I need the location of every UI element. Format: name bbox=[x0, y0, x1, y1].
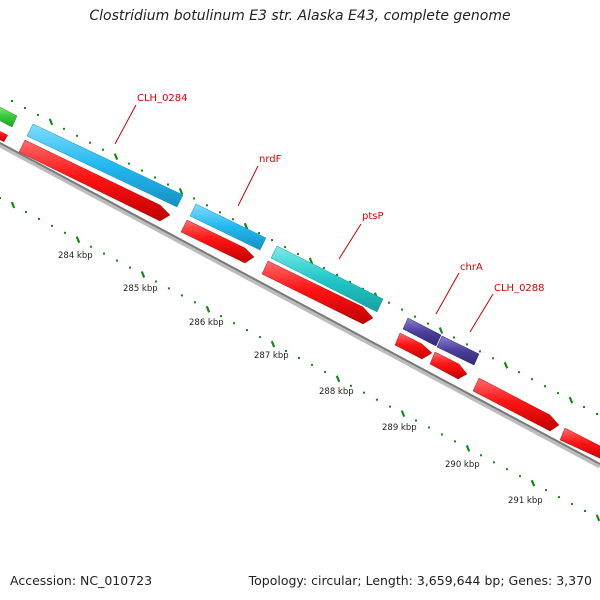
scale-label: 285 kbp bbox=[123, 284, 158, 294]
cds-arrow[interactable] bbox=[261, 260, 374, 325]
gene-labels: CLH_0284 nrdF ptsP chrA CLH_0288 bbox=[137, 93, 545, 294]
major-tick bbox=[243, 222, 249, 230]
cds-arrow[interactable] bbox=[18, 139, 171, 222]
major-tick bbox=[465, 444, 471, 452]
scale-label: 284 kbp bbox=[58, 251, 93, 261]
major-tick bbox=[335, 375, 341, 383]
gene-label-nrdF[interactable]: nrdF bbox=[259, 154, 282, 165]
cds-arrow[interactable] bbox=[472, 377, 560, 432]
major-tick bbox=[10, 201, 16, 209]
major-tick bbox=[75, 236, 81, 244]
scale-label: 289 kbp bbox=[382, 423, 417, 433]
major-tick bbox=[595, 514, 600, 522]
accession-text: Accession: NC_010723 bbox=[10, 573, 153, 588]
gene-label-leaders bbox=[114, 104, 494, 333]
scale-label: 291 kbp bbox=[508, 496, 543, 506]
outer-tick-track bbox=[11, 100, 598, 415]
scale-label: 290 kbp bbox=[445, 460, 480, 470]
feature-nrdF[interactable] bbox=[189, 203, 267, 251]
scale-tick-track bbox=[0, 197, 600, 522]
major-tick bbox=[308, 257, 314, 265]
feature-chrA[interactable] bbox=[402, 317, 480, 366]
major-tick bbox=[178, 187, 184, 195]
major-tick bbox=[205, 305, 211, 313]
gene-label-CLH_0288[interactable]: CLH_0288 bbox=[494, 283, 545, 294]
cds-arrow[interactable] bbox=[394, 332, 433, 360]
cds-arrows bbox=[0, 128, 600, 461]
cds-arrow[interactable] bbox=[180, 219, 255, 264]
genome-summary-text: Topology: circular; Length: 3,659,644 bp… bbox=[248, 573, 592, 588]
major-tick bbox=[568, 396, 574, 404]
scale-label: 286 kbp bbox=[189, 318, 224, 328]
map-title: Clostridium botulinum E3 str. Alaska E43… bbox=[89, 8, 511, 24]
major-tick bbox=[438, 327, 444, 334]
feature-CLH_0284[interactable] bbox=[26, 123, 184, 208]
major-tick bbox=[140, 271, 146, 278]
scale-label: 287 kbp bbox=[254, 351, 289, 361]
cds-arrow[interactable] bbox=[559, 427, 600, 461]
cds-arrow[interactable] bbox=[429, 351, 468, 380]
cds-arrow[interactable] bbox=[0, 128, 8, 142]
feature-green-gene[interactable] bbox=[0, 104, 18, 128]
major-tick bbox=[48, 118, 54, 126]
gene-label-chrA[interactable]: chrA bbox=[460, 262, 483, 273]
scale-label: 288 kbp bbox=[319, 387, 354, 397]
gene-label-ptsP[interactable]: ptsP bbox=[362, 211, 384, 222]
major-tick bbox=[270, 340, 276, 348]
major-tick bbox=[113, 153, 119, 161]
major-tick bbox=[530, 479, 536, 487]
gene-label-CLH_0284[interactable]: CLH_0284 bbox=[137, 93, 188, 104]
feature-ptsP[interactable] bbox=[270, 245, 384, 313]
scale-labels: 284 kbp 285 kbp 286 kbp 287 kbp 288 kbp … bbox=[58, 251, 543, 506]
backbone-line bbox=[0, 142, 600, 469]
major-tick bbox=[400, 410, 406, 418]
major-tick bbox=[503, 361, 509, 369]
